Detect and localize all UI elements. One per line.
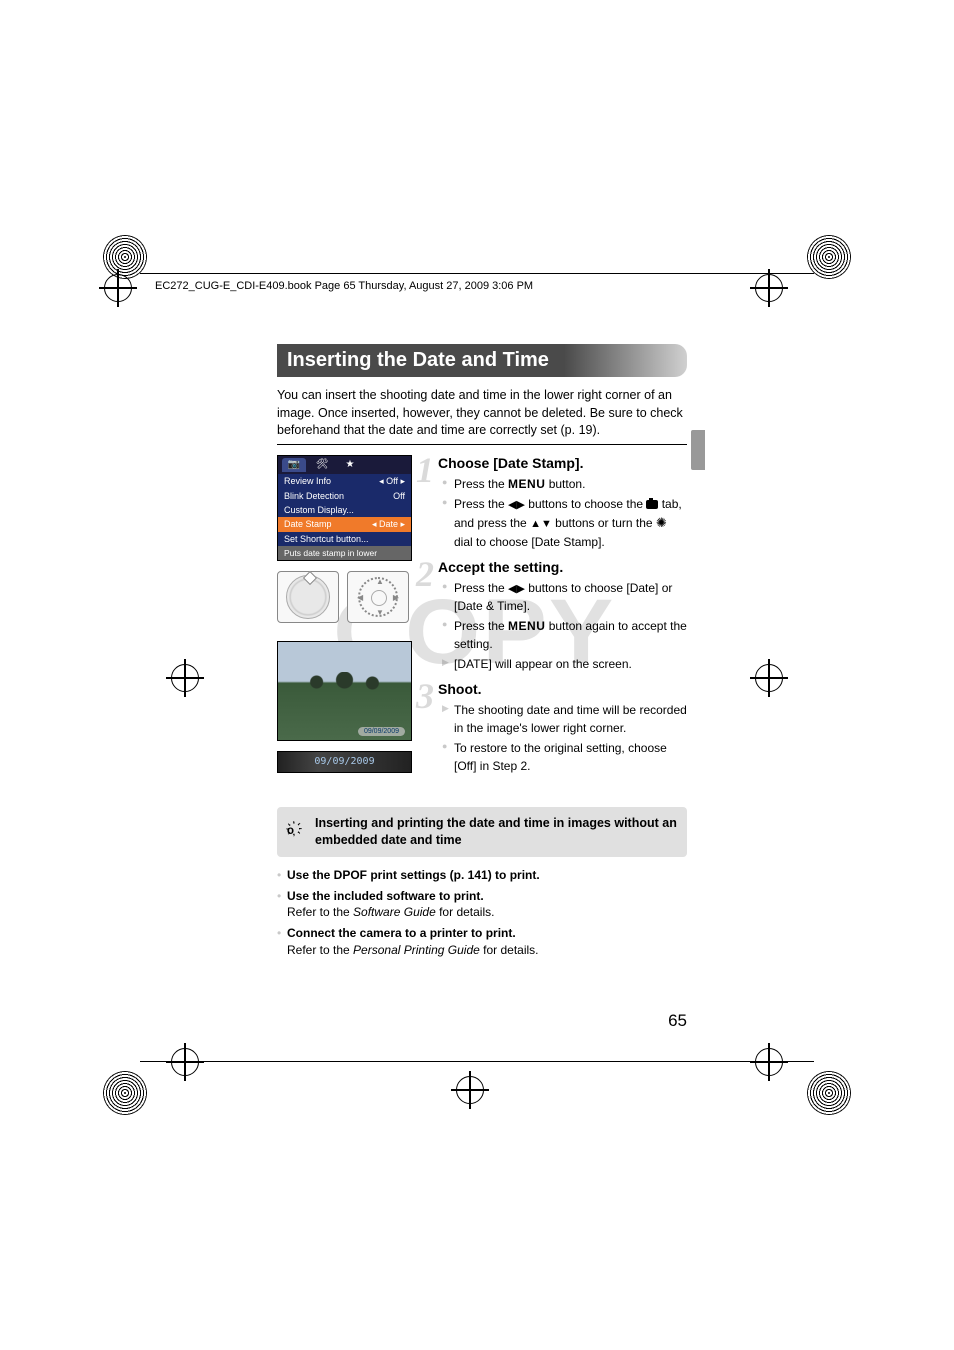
crop-mark (100, 1068, 150, 1118)
tip-item: Use the included software to print.Refer… (277, 888, 687, 922)
sample-photo: 09/09/2009 (277, 641, 412, 741)
lightbulb-icon: ₒ҉ (287, 817, 294, 840)
crop-cross (440, 1060, 500, 1120)
menu-row: Custom Display... (278, 503, 411, 517)
crop-cross (155, 648, 215, 708)
crop-cross (155, 1032, 215, 1092)
tip-item: Use the DPOF print settings (p. 141) to … (277, 867, 687, 884)
menu-tab-camera: 📷 (282, 458, 306, 472)
step-item: Press the ◀▶ buttons to choose [Date] or… (442, 579, 687, 616)
menu-row: Review Info◂ Off ▸ (278, 474, 411, 489)
doc-header: EC272_CUG-E_CDI-E409.book Page 65 Thursd… (155, 280, 533, 292)
step-item: To restore to the original setting, choo… (442, 739, 687, 775)
step-number: 2 (416, 553, 434, 595)
step-item: Press the MENU button. (442, 475, 687, 493)
tip-heading: Inserting and printing the date and time… (315, 816, 677, 847)
tip-box: ₒ҉ Inserting and printing the date and t… (277, 807, 687, 857)
menu-row: Date Stamp◂ Date ▸ (278, 517, 411, 532)
crop-cross (739, 258, 799, 318)
date-strip: 09/09/2009 (277, 751, 412, 773)
menu-row: Blink DetectionOff (278, 489, 411, 503)
step-title: Shoot. (422, 681, 687, 697)
step-title: Choose [Date Stamp]. (422, 455, 687, 471)
step: 2Accept the setting.Press the ◀▶ buttons… (422, 559, 687, 674)
photo-date-overlay: 09/09/2009 (358, 727, 405, 736)
crop-cross (88, 258, 148, 318)
intro-text: You can insert the shooting date and tim… (277, 387, 687, 440)
crop-cross (739, 1032, 799, 1092)
step-item: Press the MENU button again to accept th… (442, 617, 687, 653)
header-rule (140, 273, 814, 274)
camera-menu-screenshot: 📷 🛠 ★ Review Info◂ Off ▸Blink DetectionO… (277, 455, 412, 561)
menu-tab-star: ★ (338, 458, 362, 472)
chapter-tab (691, 430, 705, 470)
step-number: 3 (416, 675, 434, 717)
menu-hint: Puts date stamp in lower (278, 546, 411, 560)
control-dial-illustration: ▲ ▼ ◀ ▶ (347, 571, 409, 623)
step-number: 1 (416, 449, 434, 491)
step-item: [DATE] will appear on the screen. (442, 655, 687, 673)
page-number: 65 (668, 1011, 687, 1031)
menu-row: Set Shortcut button... (278, 532, 411, 546)
divider (277, 444, 687, 445)
step-item: The shooting date and time will be recor… (442, 701, 687, 737)
step-title: Accept the setting. (422, 559, 687, 575)
step: 1Choose [Date Stamp].Press the MENU butt… (422, 455, 687, 551)
menu-tabs: 📷 🛠 ★ (278, 456, 411, 474)
crop-cross (739, 648, 799, 708)
footer-rule (140, 1061, 814, 1062)
crop-mark (804, 1068, 854, 1118)
step: 3Shoot.The shooting date and time will b… (422, 681, 687, 775)
step-item: Press the ◀▶ buttons to choose the tab, … (442, 495, 687, 551)
tip-item: Connect the camera to a printer to print… (277, 925, 687, 959)
crop-mark (804, 232, 854, 282)
page-content: Inserting the Date and Time You can inse… (277, 344, 687, 963)
tips-list: Use the DPOF print settings (p. 141) to … (277, 867, 687, 959)
camera-icon (646, 500, 658, 509)
menu-tab-tools: 🛠 (310, 458, 334, 472)
section-title: Inserting the Date and Time (277, 344, 687, 377)
mode-dial-illustration (277, 571, 339, 623)
